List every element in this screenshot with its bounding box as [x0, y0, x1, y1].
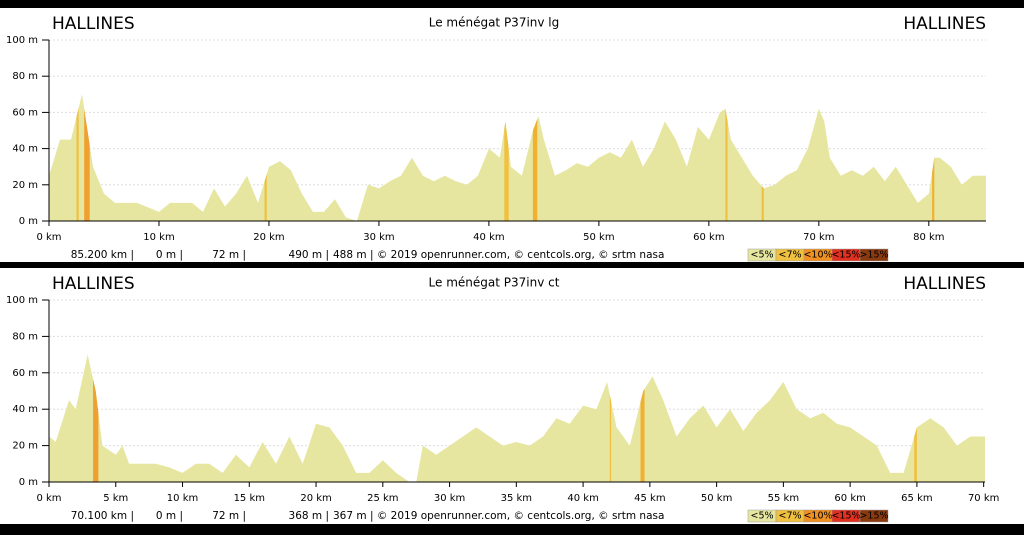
x-tick-label: 25 km — [367, 493, 398, 504]
panel-bg — [0, 8, 1024, 262]
legend-label: <10% — [803, 250, 832, 261]
x-tick-label: 60 km — [693, 232, 724, 243]
start-label: HALLINES — [52, 14, 135, 34]
x-tick-label: 50 km — [583, 232, 614, 243]
legend-swatch — [859, 248, 889, 262]
end-label: HALLINES — [903, 14, 986, 34]
chart-title: Le ménégat P37inv lg — [429, 16, 560, 30]
y-tick-label: 80 m — [12, 331, 38, 342]
elevation-area — [49, 354, 985, 482]
x-tick-label: 20 km — [300, 493, 331, 504]
steep-segment — [93, 354, 99, 482]
x-tick-label: 10 km — [167, 493, 198, 504]
steep-segment — [84, 94, 90, 221]
x-tick-label: 45 km — [634, 493, 665, 504]
footer-text: 70.100 km | — [71, 510, 134, 522]
steep-segment — [725, 94, 728, 221]
x-tick-label: 70 km — [968, 493, 999, 504]
chart-title: Le ménégat P37inv ct — [429, 276, 560, 290]
footer-text: 0 m | — [156, 510, 183, 522]
footer-text: 72 m | — [212, 249, 246, 261]
x-tick-label: 40 km — [567, 493, 598, 504]
steep-segment — [640, 354, 645, 482]
legend-label: <10% — [803, 511, 832, 522]
footer-text: 85.200 km | — [71, 249, 134, 261]
legend-label: >15% — [859, 250, 888, 261]
steep-segment — [504, 94, 509, 221]
y-tick-label: 0 m — [19, 216, 38, 227]
y-tick-label: 40 m — [12, 404, 38, 415]
x-tick-label: 20 km — [253, 232, 284, 243]
footer-text: 488 m | © 2019 openrunner.com, © centcol… — [333, 249, 664, 261]
y-tick-label: 40 m — [12, 144, 38, 155]
y-tick-label: 20 m — [12, 180, 38, 191]
footer-text: 72 m | — [212, 510, 246, 522]
footer-text: 490 m | — [289, 249, 329, 261]
x-tick-label: 65 km — [901, 493, 932, 504]
x-tick-label: 30 km — [363, 232, 394, 243]
elevation-area — [49, 94, 986, 221]
y-tick-label: 60 m — [12, 107, 38, 118]
legend-label: <5% — [750, 250, 773, 261]
legend-label: >15% — [859, 511, 888, 522]
steep-segment — [609, 354, 612, 482]
legend-label: <15% — [831, 511, 860, 522]
legend-label: <7% — [778, 511, 801, 522]
steep-segment — [76, 94, 79, 221]
y-tick-label: 80 m — [12, 71, 38, 82]
legend-label: <7% — [778, 250, 801, 261]
y-tick-label: 100 m — [6, 35, 38, 46]
start-label: HALLINES — [52, 274, 135, 294]
y-tick-label: 60 m — [12, 368, 38, 379]
x-tick-label: 55 km — [768, 493, 799, 504]
panel-bg — [0, 268, 1024, 524]
x-tick-label: 10 km — [143, 232, 174, 243]
x-tick-label: 35 km — [501, 493, 532, 504]
x-tick-label: 0 km — [36, 493, 61, 504]
y-tick-label: 0 m — [19, 477, 38, 488]
legend-swatch — [859, 509, 889, 523]
footer-text: 368 m | — [289, 510, 329, 522]
x-tick-label: 15 km — [234, 493, 265, 504]
x-tick-label: 70 km — [803, 232, 834, 243]
y-tick-label: 20 m — [12, 441, 38, 452]
footer-text: 367 m | © 2019 openrunner.com, © centcol… — [333, 510, 664, 522]
x-tick-label: 60 km — [834, 493, 865, 504]
x-tick-label: 5 km — [103, 493, 128, 504]
end-label: HALLINES — [903, 274, 986, 294]
y-tick-label: 100 m — [6, 295, 38, 306]
x-tick-label: 50 km — [701, 493, 732, 504]
x-tick-label: 80 km — [913, 232, 944, 243]
legend-label: <15% — [831, 250, 860, 261]
x-tick-label: 40 km — [473, 232, 504, 243]
x-tick-label: 30 km — [434, 493, 465, 504]
x-tick-label: 0 km — [36, 232, 61, 243]
steep-segment — [532, 94, 538, 221]
legend-label: <5% — [750, 511, 773, 522]
footer-text: 0 m | — [156, 249, 183, 261]
